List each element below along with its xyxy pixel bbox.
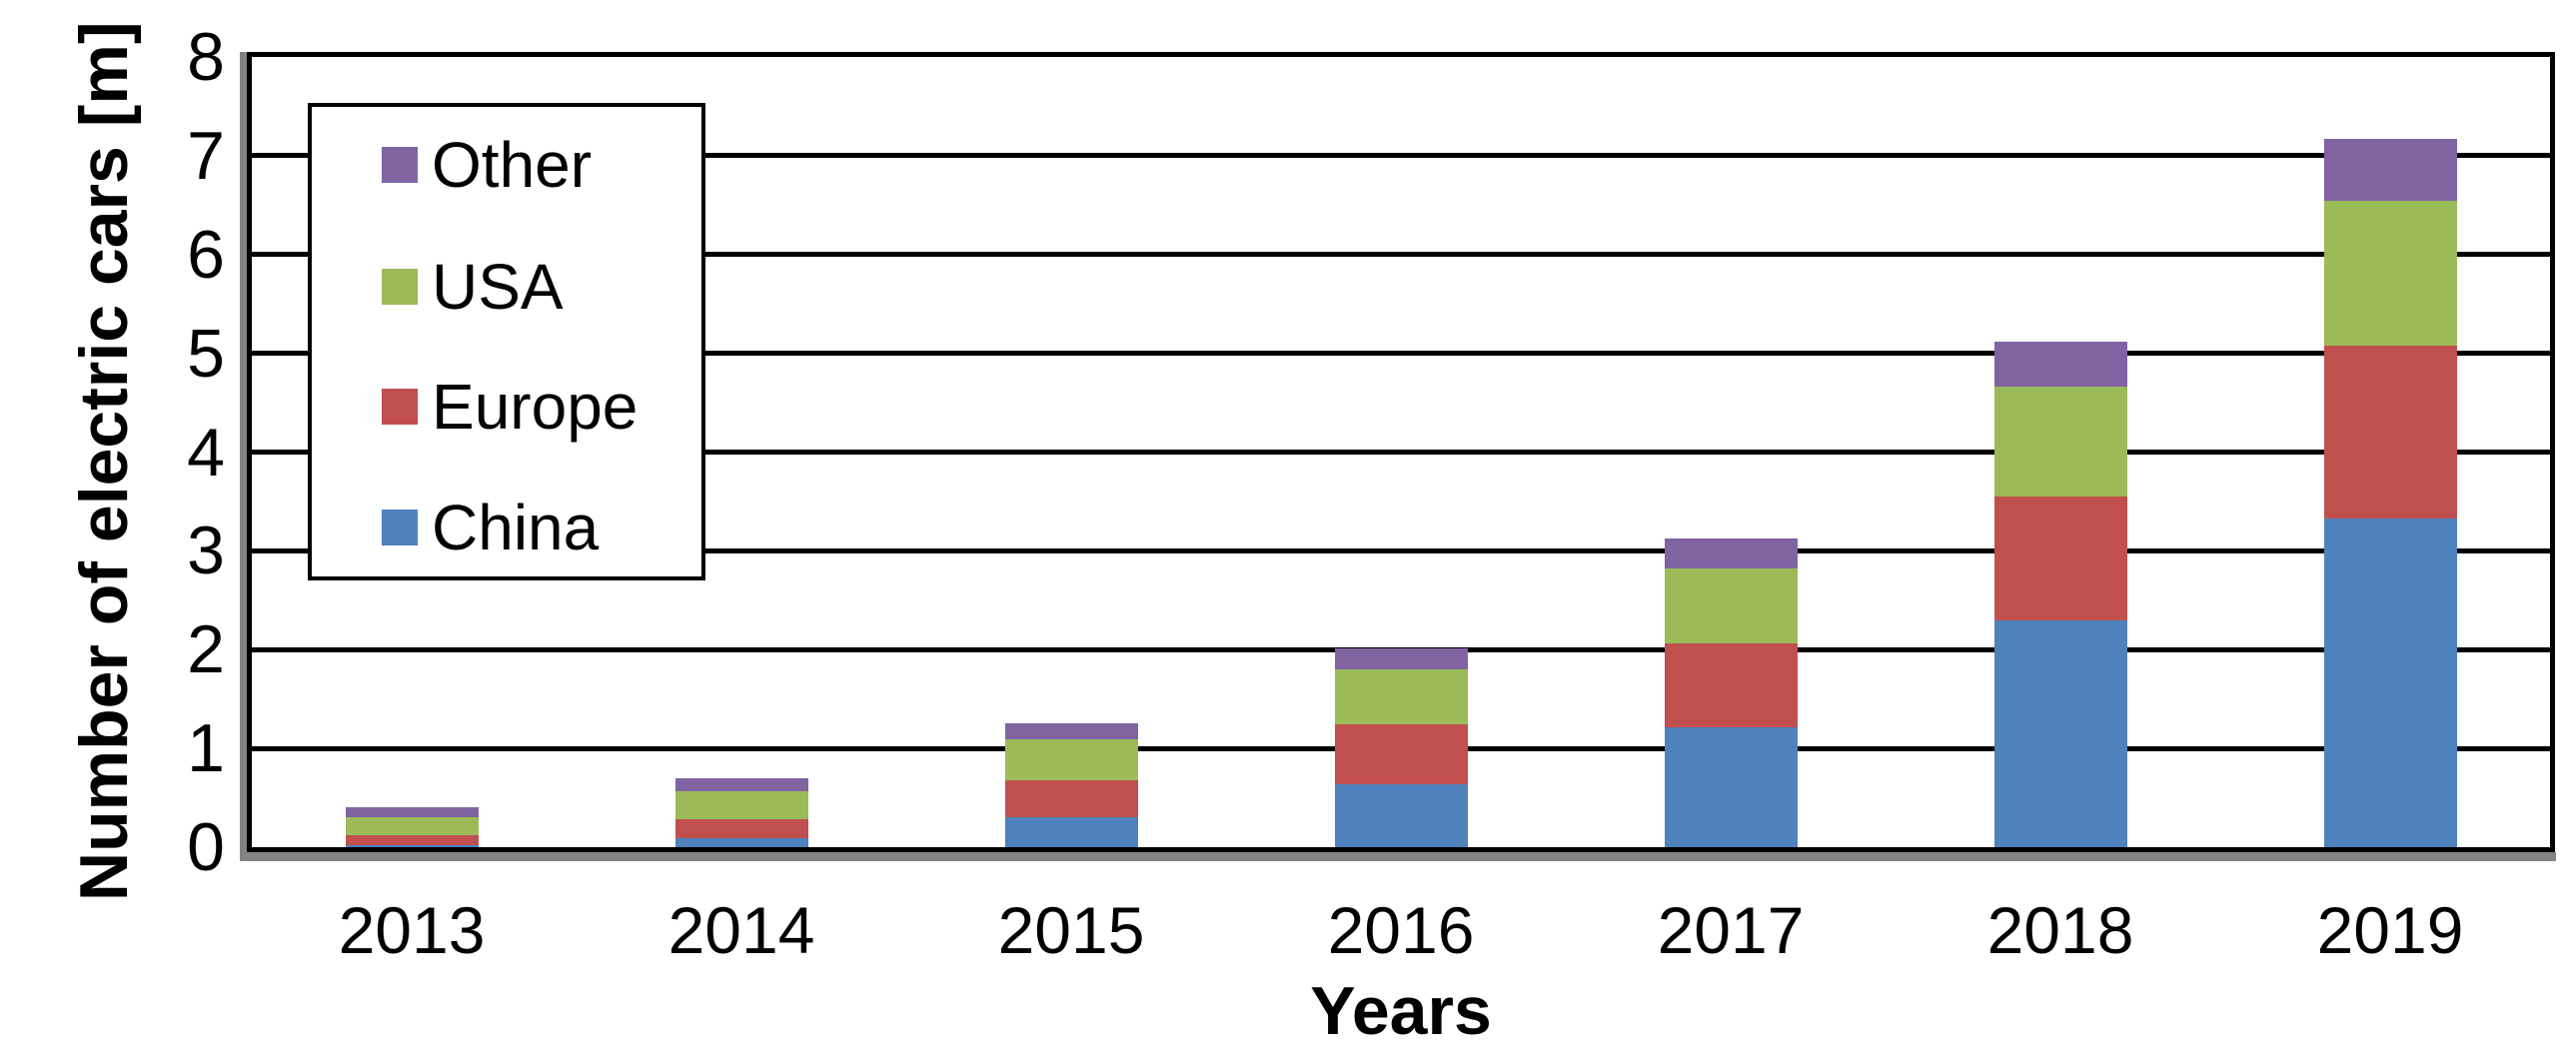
bar-segment-other-2019 — [2324, 139, 2457, 202]
gridline-y4 — [252, 450, 2550, 455]
y-tick-label-5: 5 — [187, 316, 225, 392]
legend-label-china: China — [432, 492, 600, 563]
gridline-y5 — [252, 351, 2550, 357]
stacked-bar-2017 — [1665, 537, 1798, 847]
bar-segment-europe-2018 — [1994, 497, 2127, 620]
x-tick-label-2016: 2016 — [1327, 893, 1475, 967]
bar-segment-europe-2019 — [2324, 345, 2457, 519]
x-tick-label-2017: 2017 — [1657, 893, 1805, 967]
legend-item-other: Other — [382, 129, 693, 201]
bar-segment-usa-2016 — [1335, 669, 1468, 725]
bar-segment-china-2016 — [1335, 783, 1468, 847]
bar-segment-usa-2018 — [1994, 387, 2127, 497]
stacked-bar-2016 — [1335, 648, 1468, 847]
bar-segment-europe-2015 — [1005, 779, 1138, 818]
x-tick-label-2013: 2013 — [338, 893, 486, 967]
bar-segment-other-2017 — [1665, 537, 1798, 569]
gridline-y7 — [252, 153, 2550, 159]
y-tick-label-8: 8 — [187, 19, 225, 95]
legend-label-europe: Europe — [432, 371, 639, 443]
gridline-y6 — [252, 252, 2550, 258]
legend-swatch-china-icon — [382, 510, 418, 545]
legend-swatch-usa-icon — [382, 269, 418, 305]
bar-segment-europe-2014 — [675, 819, 808, 839]
y-tick-label-3: 3 — [187, 513, 225, 588]
bar-segment-other-2014 — [675, 777, 808, 791]
legend-box: Other USA Europe China — [308, 103, 705, 580]
x-tick-label-2019: 2019 — [2316, 893, 2464, 967]
bar-segment-china-2014 — [675, 838, 808, 847]
bar-segment-china-2017 — [1665, 727, 1798, 847]
legend-item-europe: Europe — [382, 371, 693, 443]
legend-swatch-europe-icon — [382, 389, 418, 425]
stacked-bar-2015 — [1005, 723, 1138, 847]
bar-segment-europe-2017 — [1665, 643, 1798, 728]
y-axis-line — [240, 52, 248, 861]
bar-segment-usa-2015 — [1005, 739, 1138, 780]
plot-area — [247, 52, 2555, 852]
bar-segment-europe-2013 — [346, 835, 479, 846]
legend-item-usa: USA — [382, 251, 693, 323]
y-tick-label-7: 7 — [187, 118, 225, 194]
stacked-bar-2014 — [675, 777, 808, 847]
bar-segment-china-2018 — [1994, 619, 2127, 847]
stacked-bar-2018 — [1994, 341, 2127, 847]
bar-segment-other-2015 — [1005, 723, 1138, 740]
bar-segment-europe-2016 — [1335, 724, 1468, 784]
bar-segment-other-2018 — [1994, 341, 2127, 388]
x-axis-title: Years — [1310, 973, 1492, 1049]
bar-segment-usa-2014 — [675, 790, 808, 820]
y-tick-label-6: 6 — [187, 217, 225, 293]
x-axis-line — [240, 852, 2556, 861]
x-tick-label-2018: 2018 — [1986, 893, 2134, 967]
y-tick-label-2: 2 — [187, 611, 225, 687]
legend-label-usa: USA — [432, 251, 564, 323]
stacked-bar-2013 — [346, 807, 479, 847]
y-tick-label-4: 4 — [187, 415, 225, 491]
legend-label-other: Other — [432, 129, 593, 201]
plot-inner — [252, 57, 2550, 847]
gridline-y3 — [252, 547, 2550, 553]
stacked-bar-2019 — [2324, 139, 2457, 847]
legend-swatch-other-icon — [382, 147, 418, 183]
bar-segment-usa-2013 — [346, 817, 479, 836]
bar-segment-other-2016 — [1335, 648, 1468, 670]
bar-segment-china-2013 — [346, 845, 479, 847]
bar-segment-usa-2019 — [2324, 201, 2457, 346]
bar-segment-china-2019 — [2324, 518, 2457, 847]
y-tick-label-1: 1 — [187, 710, 225, 786]
legend-item-china: China — [382, 492, 693, 563]
x-tick-label-2015: 2015 — [997, 893, 1145, 967]
bar-segment-china-2015 — [1005, 817, 1138, 847]
bar-segment-usa-2017 — [1665, 568, 1798, 644]
bar-segment-other-2013 — [346, 807, 479, 818]
x-tick-label-2014: 2014 — [667, 893, 815, 967]
y-tick-label-0: 0 — [187, 809, 225, 885]
